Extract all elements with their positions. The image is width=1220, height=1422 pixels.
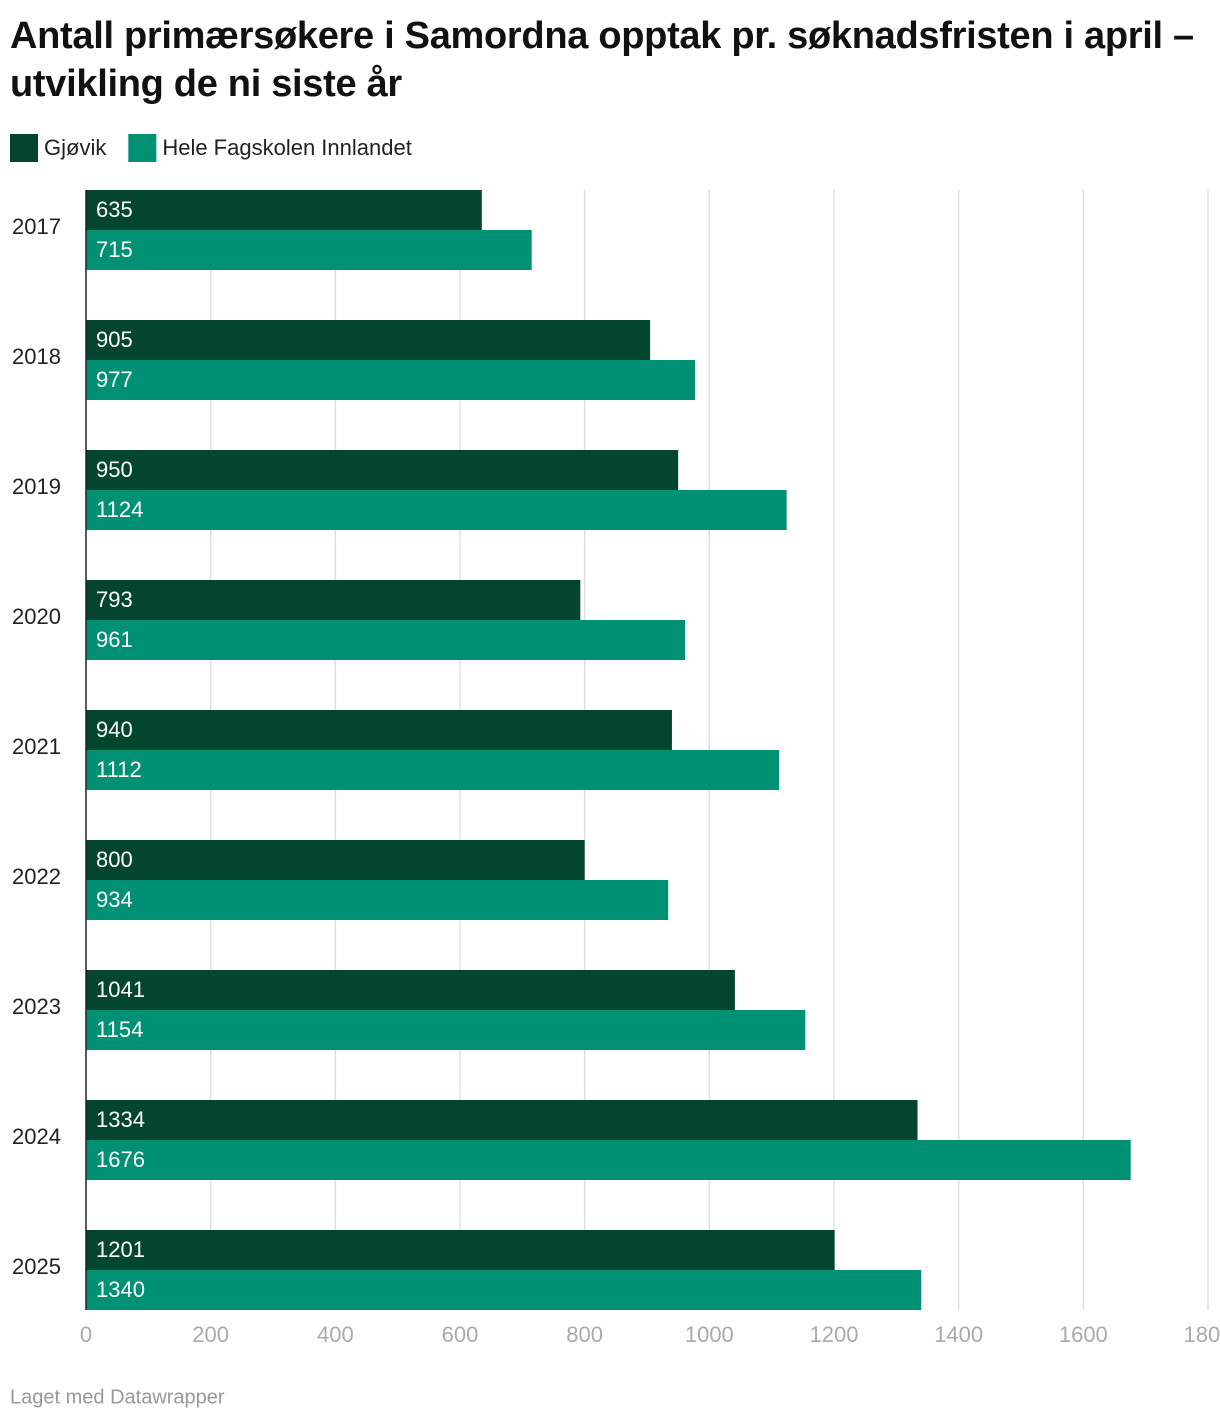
x-tick-label: 1800: [1184, 1322, 1220, 1347]
y-tick-label: 2020: [12, 604, 61, 629]
y-tick-label: 2021: [12, 734, 61, 759]
bar: [86, 710, 672, 750]
bar: [86, 450, 679, 490]
value-label: 1334: [96, 1107, 145, 1132]
legend-swatch: [128, 134, 157, 162]
value-label: 1154: [96, 1017, 143, 1042]
chart-title: Antall primærsøkere i Samordna opptak pr…: [10, 15, 1194, 105]
y-tick-label: 2017: [12, 214, 61, 239]
value-label: 961: [96, 627, 133, 652]
value-label: 934: [96, 887, 133, 912]
x-tick-label: 0: [80, 1322, 92, 1347]
x-tick-label: 200: [192, 1322, 229, 1347]
bar: [86, 620, 686, 660]
value-label: 1041: [96, 977, 145, 1002]
value-label: 977: [96, 367, 133, 392]
bar: [86, 320, 651, 360]
bar: [86, 230, 532, 270]
legend-swatch: [10, 134, 38, 162]
value-label: 800: [96, 847, 133, 872]
bar: [86, 490, 787, 530]
legend-label: Hele Fagskolen Innlandet: [162, 135, 412, 160]
bar: [86, 1010, 806, 1050]
value-label: 1112: [96, 757, 142, 782]
value-label: 905: [96, 327, 133, 352]
value-label: 715: [96, 237, 133, 262]
x-tick-label: 400: [317, 1322, 354, 1347]
y-tick-label: 2018: [12, 344, 61, 369]
value-label: 1340: [96, 1277, 145, 1302]
y-tick-label: 2025: [12, 1254, 61, 1279]
x-tick-label: 1400: [934, 1322, 983, 1347]
bar: [86, 1270, 922, 1310]
x-tick-label: 800: [566, 1322, 603, 1347]
bar: [86, 1230, 835, 1270]
value-label: 940: [96, 717, 133, 742]
value-label: 635: [96, 197, 133, 222]
value-label: 1124: [96, 497, 143, 522]
y-tick-label: 2024: [12, 1124, 61, 1149]
x-tick-label: 1200: [810, 1322, 859, 1347]
value-label: 793: [96, 587, 133, 612]
bar: [86, 840, 585, 880]
bar: [86, 970, 735, 1010]
bar: [86, 880, 669, 920]
y-tick-label: 2022: [12, 864, 61, 889]
value-label: 1676: [96, 1147, 145, 1172]
y-tick-label: 2019: [12, 474, 61, 499]
bar: [86, 1140, 1131, 1180]
bar: [86, 360, 695, 400]
x-tick-label: 1000: [685, 1322, 734, 1347]
value-label: 1201: [96, 1237, 145, 1262]
x-tick-label: 1600: [1059, 1322, 1108, 1347]
legend-label: Gjøvik: [44, 135, 107, 160]
bar: [86, 580, 581, 620]
x-tick-label: 600: [442, 1322, 479, 1347]
y-tick-label: 2023: [12, 994, 61, 1019]
value-label: 950: [96, 457, 133, 482]
bar: [86, 750, 780, 790]
bar: [86, 1100, 918, 1140]
source: Laget med Datawrapper: [10, 1386, 225, 1408]
bar: [86, 190, 482, 230]
